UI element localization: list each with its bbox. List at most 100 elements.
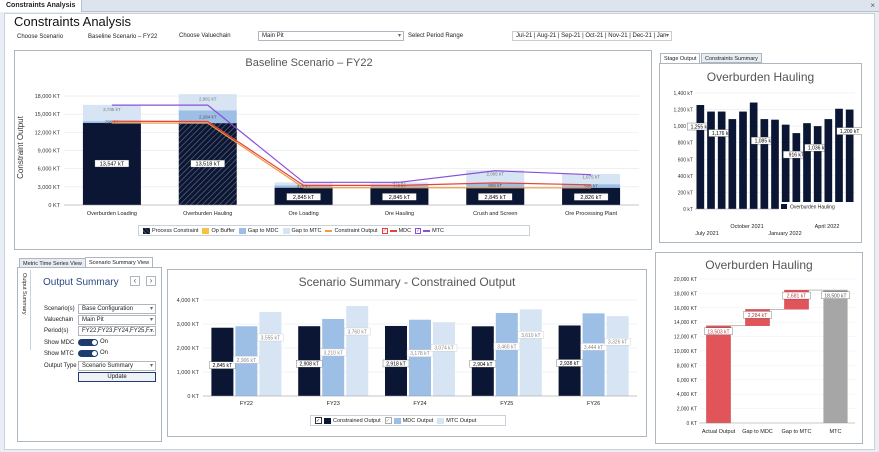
tab-constraints-analysis[interactable]: Constraints Analysis	[0, 0, 83, 12]
close-icon[interactable]: ×	[870, 1, 875, 10]
update-button[interactable]: Update	[78, 372, 156, 382]
data-label-box	[821, 291, 850, 299]
data-label-box	[430, 344, 458, 352]
periods-select[interactable]: FY22,FY23,FY24,FY25,F... ▾	[78, 326, 156, 336]
waterfall-bar	[823, 289, 848, 423]
mtc-line	[111, 104, 592, 183]
legend-mtc-output[interactable]: MTC Output	[437, 417, 476, 424]
data-label-box	[743, 311, 772, 319]
data-label-box	[382, 193, 417, 201]
x-tick-label: April 2022	[815, 224, 840, 230]
x-category-label: Actual Output	[702, 429, 736, 435]
data-label-box	[286, 193, 321, 201]
bar-value-label: 3,210 kT	[323, 350, 342, 356]
mtc-output-bar	[259, 312, 282, 396]
x-category-label: MTC	[830, 429, 842, 435]
gap-to-mdc-label: 506 kT	[584, 184, 598, 189]
output-type-select[interactable]: Scenario Summary ▾	[78, 361, 156, 371]
valuechain-left-value: Main Pit	[82, 317, 104, 323]
bar-value-label: 2,904 kT	[473, 362, 492, 368]
data-label-box	[478, 193, 513, 201]
mtc-output-bar	[433, 322, 455, 396]
output-summary-title: Output Summary	[43, 277, 119, 288]
mdc-line	[111, 120, 592, 186]
show-mdc-state: On	[99, 339, 108, 345]
legend-constraint-output[interactable]: Constraint Output	[325, 228, 378, 234]
y-axis-label: Constraint Output	[16, 115, 25, 178]
bar-value-label: 2,906 kT	[237, 358, 256, 364]
bar-value-label: 3,610 kT	[521, 333, 540, 339]
stage-output-bar	[739, 111, 747, 209]
stage-output-bar	[803, 123, 811, 209]
tab-constraints-summary[interactable]: Constraints Summary	[701, 53, 762, 63]
tab-scenario-summary-view[interactable]: Scenario Summary View	[85, 257, 154, 267]
x-category-label: Gap to MTC	[782, 429, 812, 435]
waterfall-label: 13,503 kT	[707, 329, 729, 335]
y-tick-label: 20,000 KT	[674, 277, 697, 283]
legend-op-buffer[interactable]: Op Buffer	[202, 227, 235, 234]
y-tick-label: 15,000 KT	[35, 112, 61, 118]
waterfall-label: 2,284 kT	[748, 313, 767, 319]
valuechain-left-label: Valuechain	[44, 317, 74, 323]
legend-label: MDC	[398, 227, 412, 234]
output-summary-sidebar[interactable]: Output Summary	[19, 270, 31, 350]
periods-value: FY22,FY23,FY24,FY25,F...	[82, 328, 155, 334]
legend-mdc-output[interactable]: ✓ MDC Output	[384, 417, 434, 424]
data-label-box	[836, 127, 862, 135]
valuechain-label: Choose Valuechain	[179, 33, 231, 39]
legend-mdc[interactable]: ✓ MDC	[381, 227, 412, 234]
show-mdc-toggle[interactable]: On	[78, 339, 108, 348]
baseline-chart: 0 KT 3,000 KT 6,000 KT 9,000 KT 12,000 KT 15,…	[16, 94, 639, 217]
y-tick-label: 0 KT	[187, 394, 199, 400]
output-type-label: Output Type	[44, 363, 77, 369]
gap-to-mdc-label: 375 kT	[297, 184, 311, 189]
stage-output-label: 1,085 kT	[755, 139, 774, 145]
y-tick-label: 4,000 KT	[677, 392, 697, 398]
legend-gap-to-mdc[interactable]: Gap to MDC	[238, 227, 279, 234]
legend-constrained-output[interactable]: ✓ Constrained Output	[315, 417, 381, 424]
stage-output-label: 916 kT	[789, 153, 804, 159]
y-tick-label: 6,000 KT	[677, 378, 697, 384]
show-mtc-toggle[interactable]: On	[78, 350, 108, 359]
y-tick-label: 18,000 KT	[674, 291, 697, 297]
y-tick-label: 3,000 KT	[38, 185, 61, 191]
y-tick-label: 18,000 KT	[35, 94, 61, 100]
y-tick-label: 1,200 kT	[674, 108, 693, 114]
mtc-output-bar	[606, 316, 629, 396]
stage-output-bar	[781, 124, 790, 209]
period-range-label: Select Period Range	[408, 33, 464, 39]
stage-output-bar	[760, 119, 769, 209]
legend-label: MTC	[432, 227, 445, 234]
legend-gap-to-mtc[interactable]: Gap to MTC	[282, 227, 321, 234]
period-range-value: Jul-21 | Aug-21 | Sep-21 | Oct-21 | Nov-…	[516, 33, 667, 39]
mtc-output-bar	[519, 309, 542, 396]
x-category-label: FY24	[413, 401, 426, 407]
gap-to-mtc-label: 1,675 kT	[582, 175, 600, 180]
tab-stage-output[interactable]: Stage Output	[660, 53, 701, 63]
chevron-right-icon[interactable]: ›	[146, 276, 156, 286]
chevron-down-icon: ▾	[665, 33, 669, 39]
valuechain-select[interactable]: Main Pit ▾	[258, 31, 404, 41]
legend-label: MDC Output	[402, 417, 434, 424]
legend-process-constraint[interactable]: Process Constraint	[143, 227, 198, 234]
stage-output-bar	[835, 108, 843, 209]
data-label-box	[233, 356, 260, 364]
bar-value-label: 2,938 kT	[560, 361, 579, 367]
legend-mtc[interactable]: ✓ MTC	[415, 227, 445, 234]
period-range-select[interactable]: Jul-21 | Aug-21 | Sep-21 | Oct-21 | Nov-…	[512, 31, 672, 41]
scenario-value[interactable]: Baseline Scenario – FY22	[88, 34, 158, 40]
data-label-box	[209, 361, 236, 369]
gap-to-mdc-bar	[178, 110, 237, 124]
y-tick-label: 0 KT	[686, 421, 697, 427]
bar-value-label: 3,444 kT	[584, 345, 603, 351]
stage-output-bar	[771, 119, 779, 209]
valuechain-left-select[interactable]: Main Pit ▾	[78, 315, 156, 325]
gap-to-mdc-bar	[274, 185, 333, 188]
bar-value-label: 2,845 kT	[213, 363, 232, 369]
x-category-label: Gap to MDC	[742, 429, 773, 435]
legend-label: Op Buffer	[211, 227, 235, 234]
data-label-box	[190, 159, 225, 168]
y-tick-label: 400 kT	[678, 174, 693, 180]
scenarios-select[interactable]: Base Configuration ▾	[78, 304, 156, 314]
chevron-left-icon[interactable]: ‹	[130, 276, 140, 286]
